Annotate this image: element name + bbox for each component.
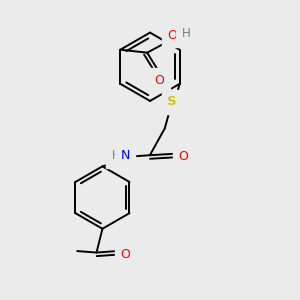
Text: O: O (154, 74, 164, 87)
Text: O: O (178, 150, 188, 163)
Text: H: H (112, 149, 121, 162)
Text: H: H (182, 27, 190, 40)
Text: O: O (121, 248, 130, 260)
Text: O: O (167, 29, 177, 42)
Text: S: S (167, 95, 177, 108)
Text: N: N (121, 149, 130, 162)
